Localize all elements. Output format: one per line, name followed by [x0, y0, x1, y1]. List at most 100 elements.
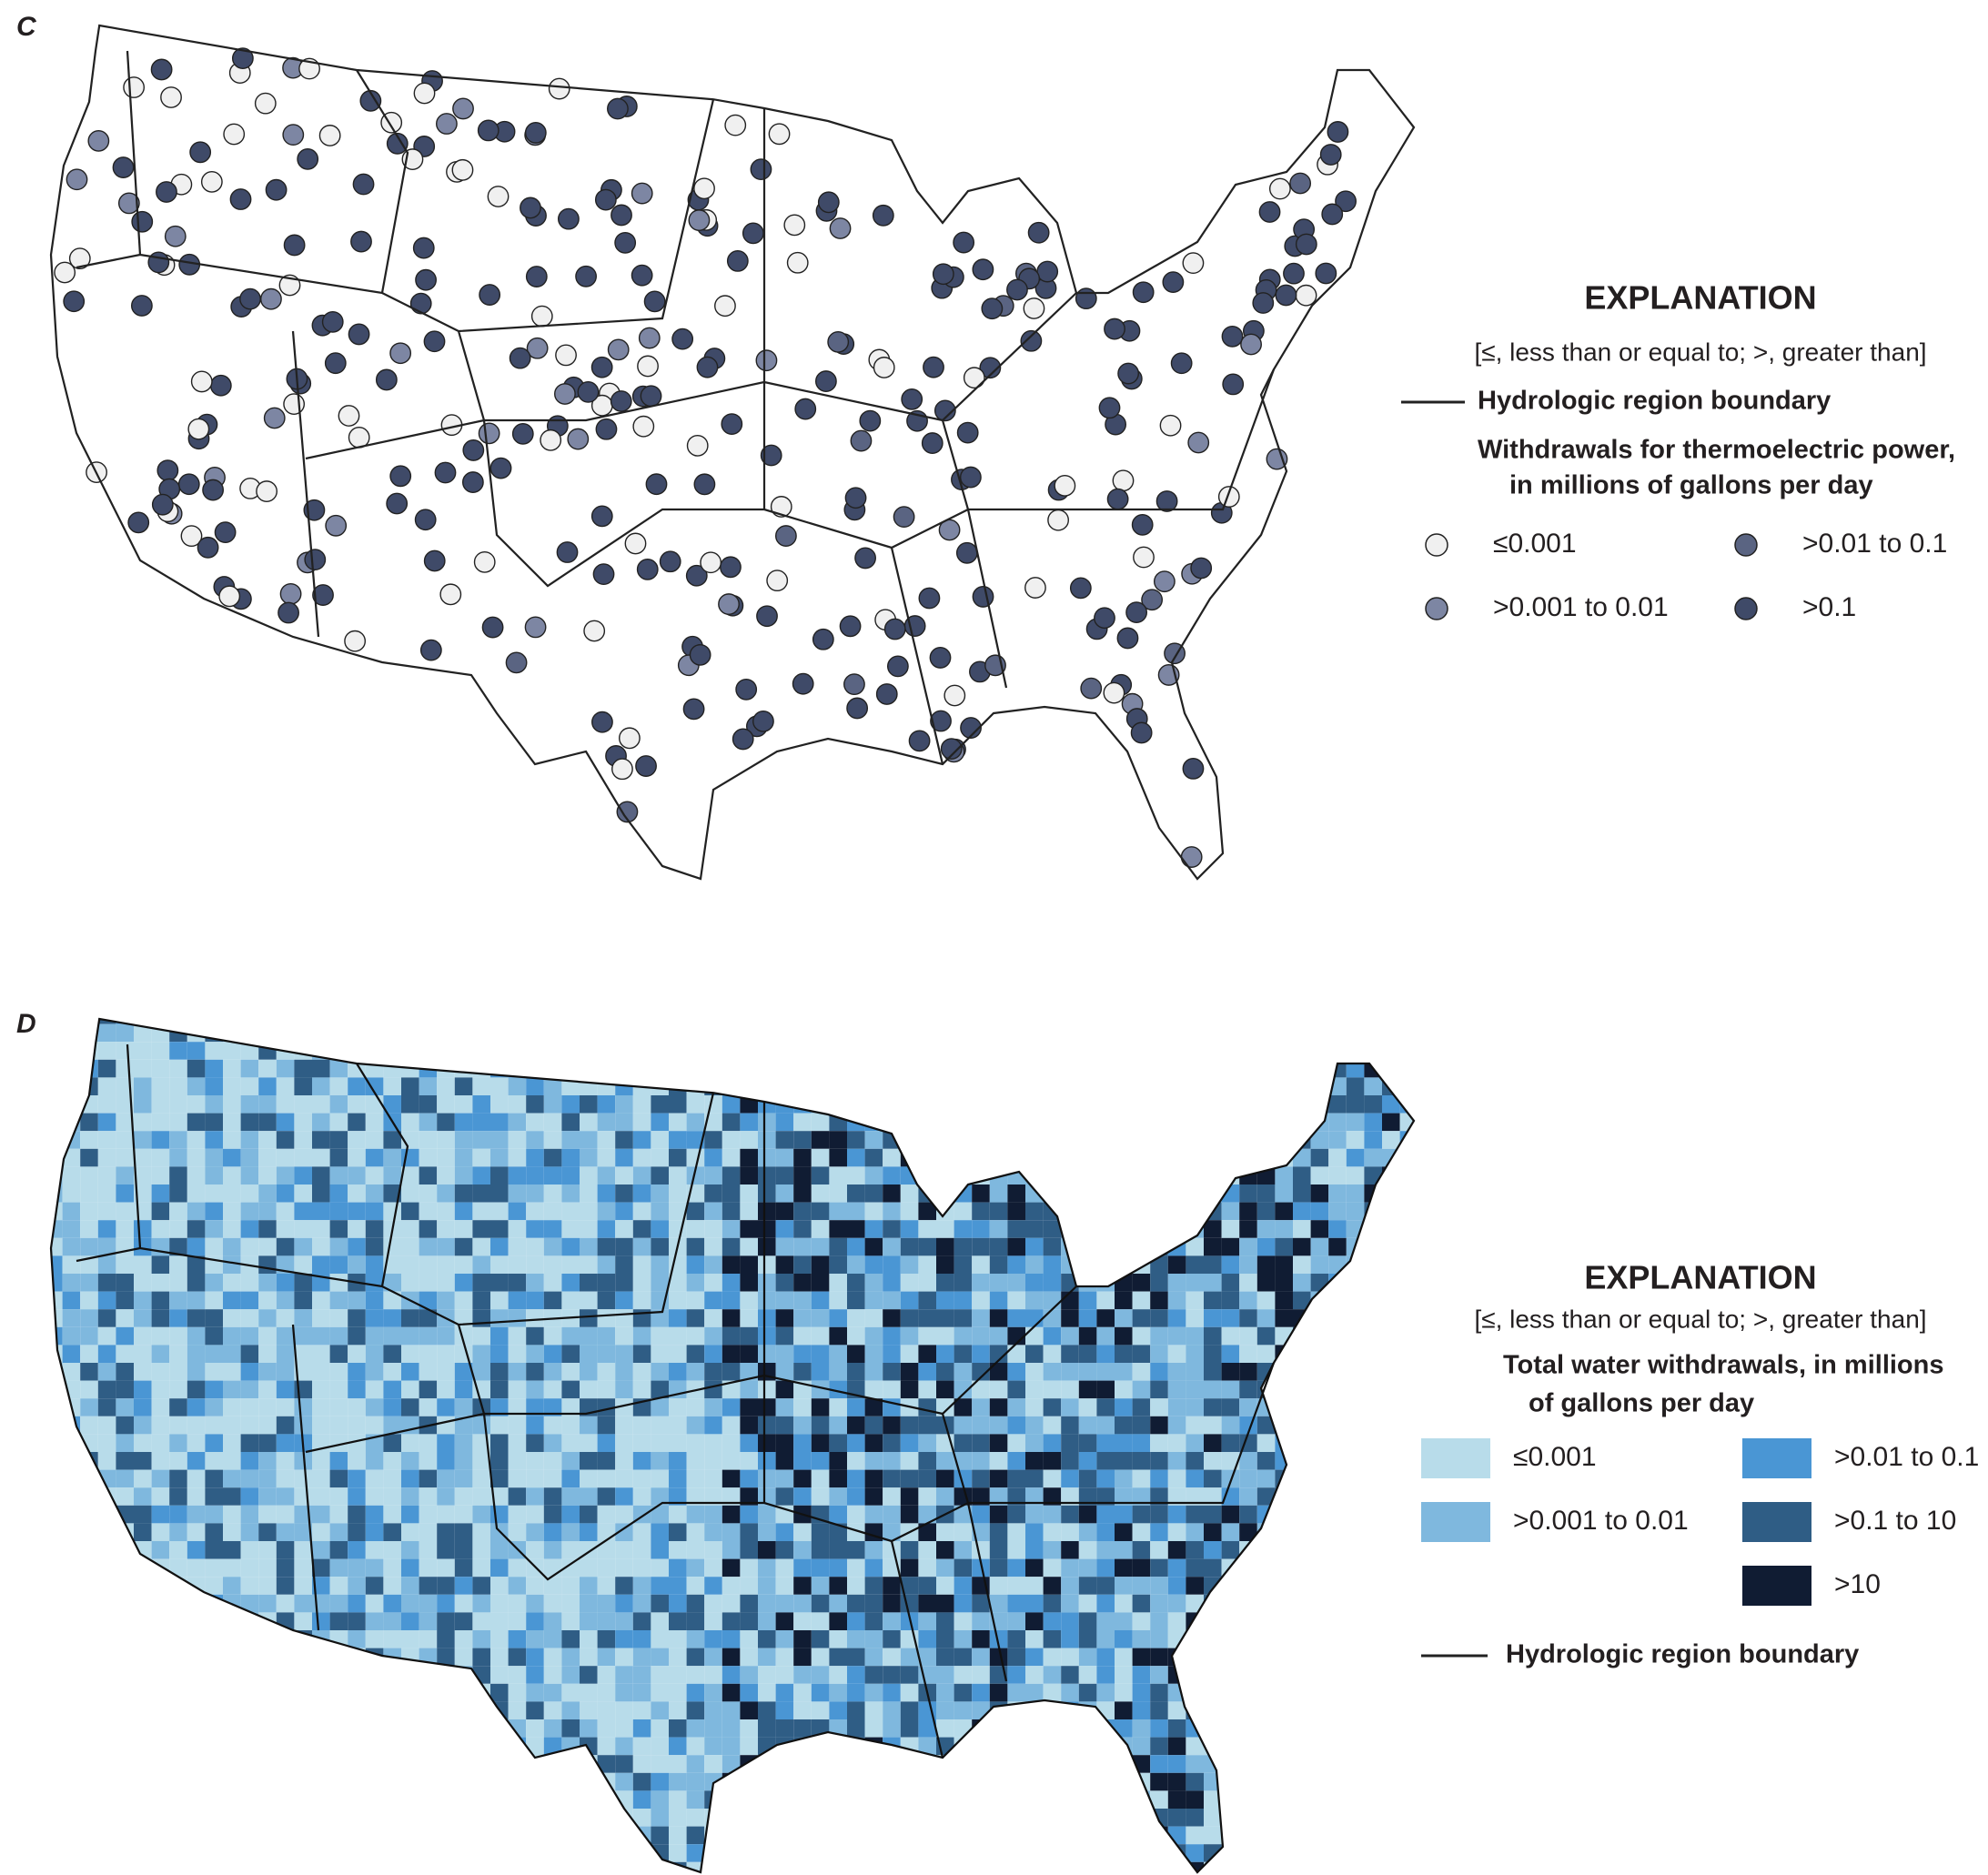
- mosaic-cell: [1239, 1844, 1257, 1862]
- mosaic-cell: [972, 1809, 990, 1827]
- mosaic-cell: [864, 1363, 883, 1381]
- mosaic-cell: [811, 1683, 830, 1702]
- mosaic-cell: [1221, 1790, 1240, 1809]
- mosaic-cell: [1167, 1416, 1186, 1435]
- mosaic-cell: [1310, 1148, 1329, 1167]
- mosaic-cell: [276, 1380, 295, 1399]
- mosaic-cell: [989, 1309, 1008, 1327]
- mosaic-cell: [1025, 1541, 1044, 1559]
- mosaic-cell: [651, 1255, 669, 1274]
- mosaic-cell: [972, 1683, 990, 1702]
- mosaic-cell: [1061, 1772, 1079, 1791]
- mosaic-cell: [276, 1558, 295, 1578]
- mosaic-cell: [758, 1701, 776, 1719]
- mosaic-cell: [918, 1612, 936, 1630]
- mosaic-cell: [1096, 1772, 1115, 1791]
- mosaic-cell: [864, 1434, 883, 1452]
- mosaic-cell: [151, 1505, 170, 1524]
- mosaic-cell: [1293, 1666, 1311, 1684]
- mosaic-cell: [1418, 1274, 1436, 1292]
- mosaic-cell: [205, 1469, 223, 1488]
- mosaic-cell: [526, 1398, 544, 1416]
- site-dot: [794, 398, 817, 420]
- mosaic-cell: [348, 1452, 366, 1470]
- mosaic-cell: [1221, 1220, 1240, 1238]
- mosaic-cell: [419, 1184, 438, 1203]
- mosaic-cell: [1328, 1487, 1347, 1506]
- mosaic-cell: [472, 1826, 490, 1845]
- mosaic-cell: [383, 1790, 401, 1809]
- mosaic-cell: [97, 1095, 116, 1114]
- mosaic-cell: [1275, 1666, 1293, 1684]
- mosaic-cell: [383, 1042, 401, 1060]
- mosaic-cell: [134, 1630, 152, 1648]
- mosaic-cell: [740, 1274, 758, 1292]
- mosaic-cell: [1061, 1683, 1079, 1702]
- mosaic-cell: [365, 1541, 384, 1559]
- mosaic-cell: [1043, 1131, 1062, 1149]
- mosaic-cell: [1186, 1755, 1204, 1773]
- mosaic-cell: [972, 1059, 990, 1078]
- mosaic-cell: [972, 1594, 990, 1613]
- mosaic-cell: [205, 1291, 223, 1310]
- mosaic-cell: [401, 1701, 419, 1719]
- mosaic-cell: [1043, 1469, 1062, 1488]
- mosaic-cell: [1328, 1469, 1347, 1488]
- mosaic-cell: [1275, 1612, 1293, 1630]
- mosaic-cell: [704, 1701, 722, 1719]
- mosaic-cell: [954, 1095, 973, 1114]
- site-dot: [714, 295, 736, 318]
- mosaic-cell: [187, 1202, 206, 1221]
- mosaic-cell: [526, 1148, 544, 1167]
- mosaic-cell: [1382, 1487, 1400, 1506]
- mosaic-cell: [454, 1291, 473, 1310]
- mosaic-cell: [651, 1719, 669, 1738]
- legend-swatch: [1425, 597, 1448, 620]
- mosaic-cell: [793, 1487, 812, 1506]
- mosaic-cell: [240, 1363, 259, 1381]
- site-dot: [659, 550, 681, 573]
- mosaic-cell: [419, 1018, 438, 1024]
- mosaic-cell: [205, 1558, 223, 1578]
- mosaic-cell: [811, 1844, 830, 1862]
- mosaic-cell: [1025, 1018, 1044, 1024]
- mosaic-cell: [1364, 1363, 1382, 1381]
- mosaic-cell: [1418, 1773, 1436, 1791]
- site-dot: [478, 422, 500, 445]
- mosaic-cell: [348, 1148, 366, 1167]
- mosaic-cell: [151, 1861, 170, 1872]
- mosaic-cell: [258, 1772, 277, 1791]
- mosaic-cell: [580, 1666, 598, 1684]
- mosaic-cell: [543, 1434, 562, 1452]
- mosaic-cell: [365, 1184, 384, 1203]
- mosaic-cell: [1310, 1683, 1329, 1702]
- mosaic-cell: [811, 1345, 830, 1363]
- mosaic-cell: [312, 1398, 330, 1416]
- mosaic-cell: [1221, 1826, 1240, 1845]
- site-dot: [918, 587, 941, 610]
- mosaic-cell: [918, 1737, 936, 1756]
- mosaic-cell: [169, 1220, 187, 1238]
- mosaic-cell: [97, 1737, 116, 1756]
- mosaic-cell: [775, 1558, 794, 1578]
- mosaic-cell: [793, 1345, 812, 1363]
- mosaic-cell: [169, 1309, 187, 1327]
- mosaic-cell: [62, 1612, 81, 1630]
- site-dot: [755, 349, 778, 372]
- mosaic-cell: [62, 1255, 81, 1274]
- mosaic-cell: [1239, 1202, 1257, 1221]
- mosaic-cell: [205, 1416, 223, 1435]
- mosaic-cell: [722, 1018, 741, 1024]
- mosaic-cell: [1399, 1291, 1414, 1310]
- mosaic-cell: [793, 1363, 812, 1381]
- site-dot: [724, 114, 747, 136]
- mosaic-cell: [490, 1434, 509, 1452]
- mosaic-cell: [294, 1577, 312, 1595]
- mosaic-cell: [401, 1326, 419, 1346]
- mosaic-cell: [543, 1594, 562, 1613]
- mosaic-cell: [62, 1737, 81, 1756]
- mosaic-cell: [437, 1416, 455, 1435]
- mosaic-cell: [918, 1577, 936, 1595]
- mosaic-cell: [1132, 1309, 1151, 1327]
- mosaic-cell: [722, 1826, 741, 1845]
